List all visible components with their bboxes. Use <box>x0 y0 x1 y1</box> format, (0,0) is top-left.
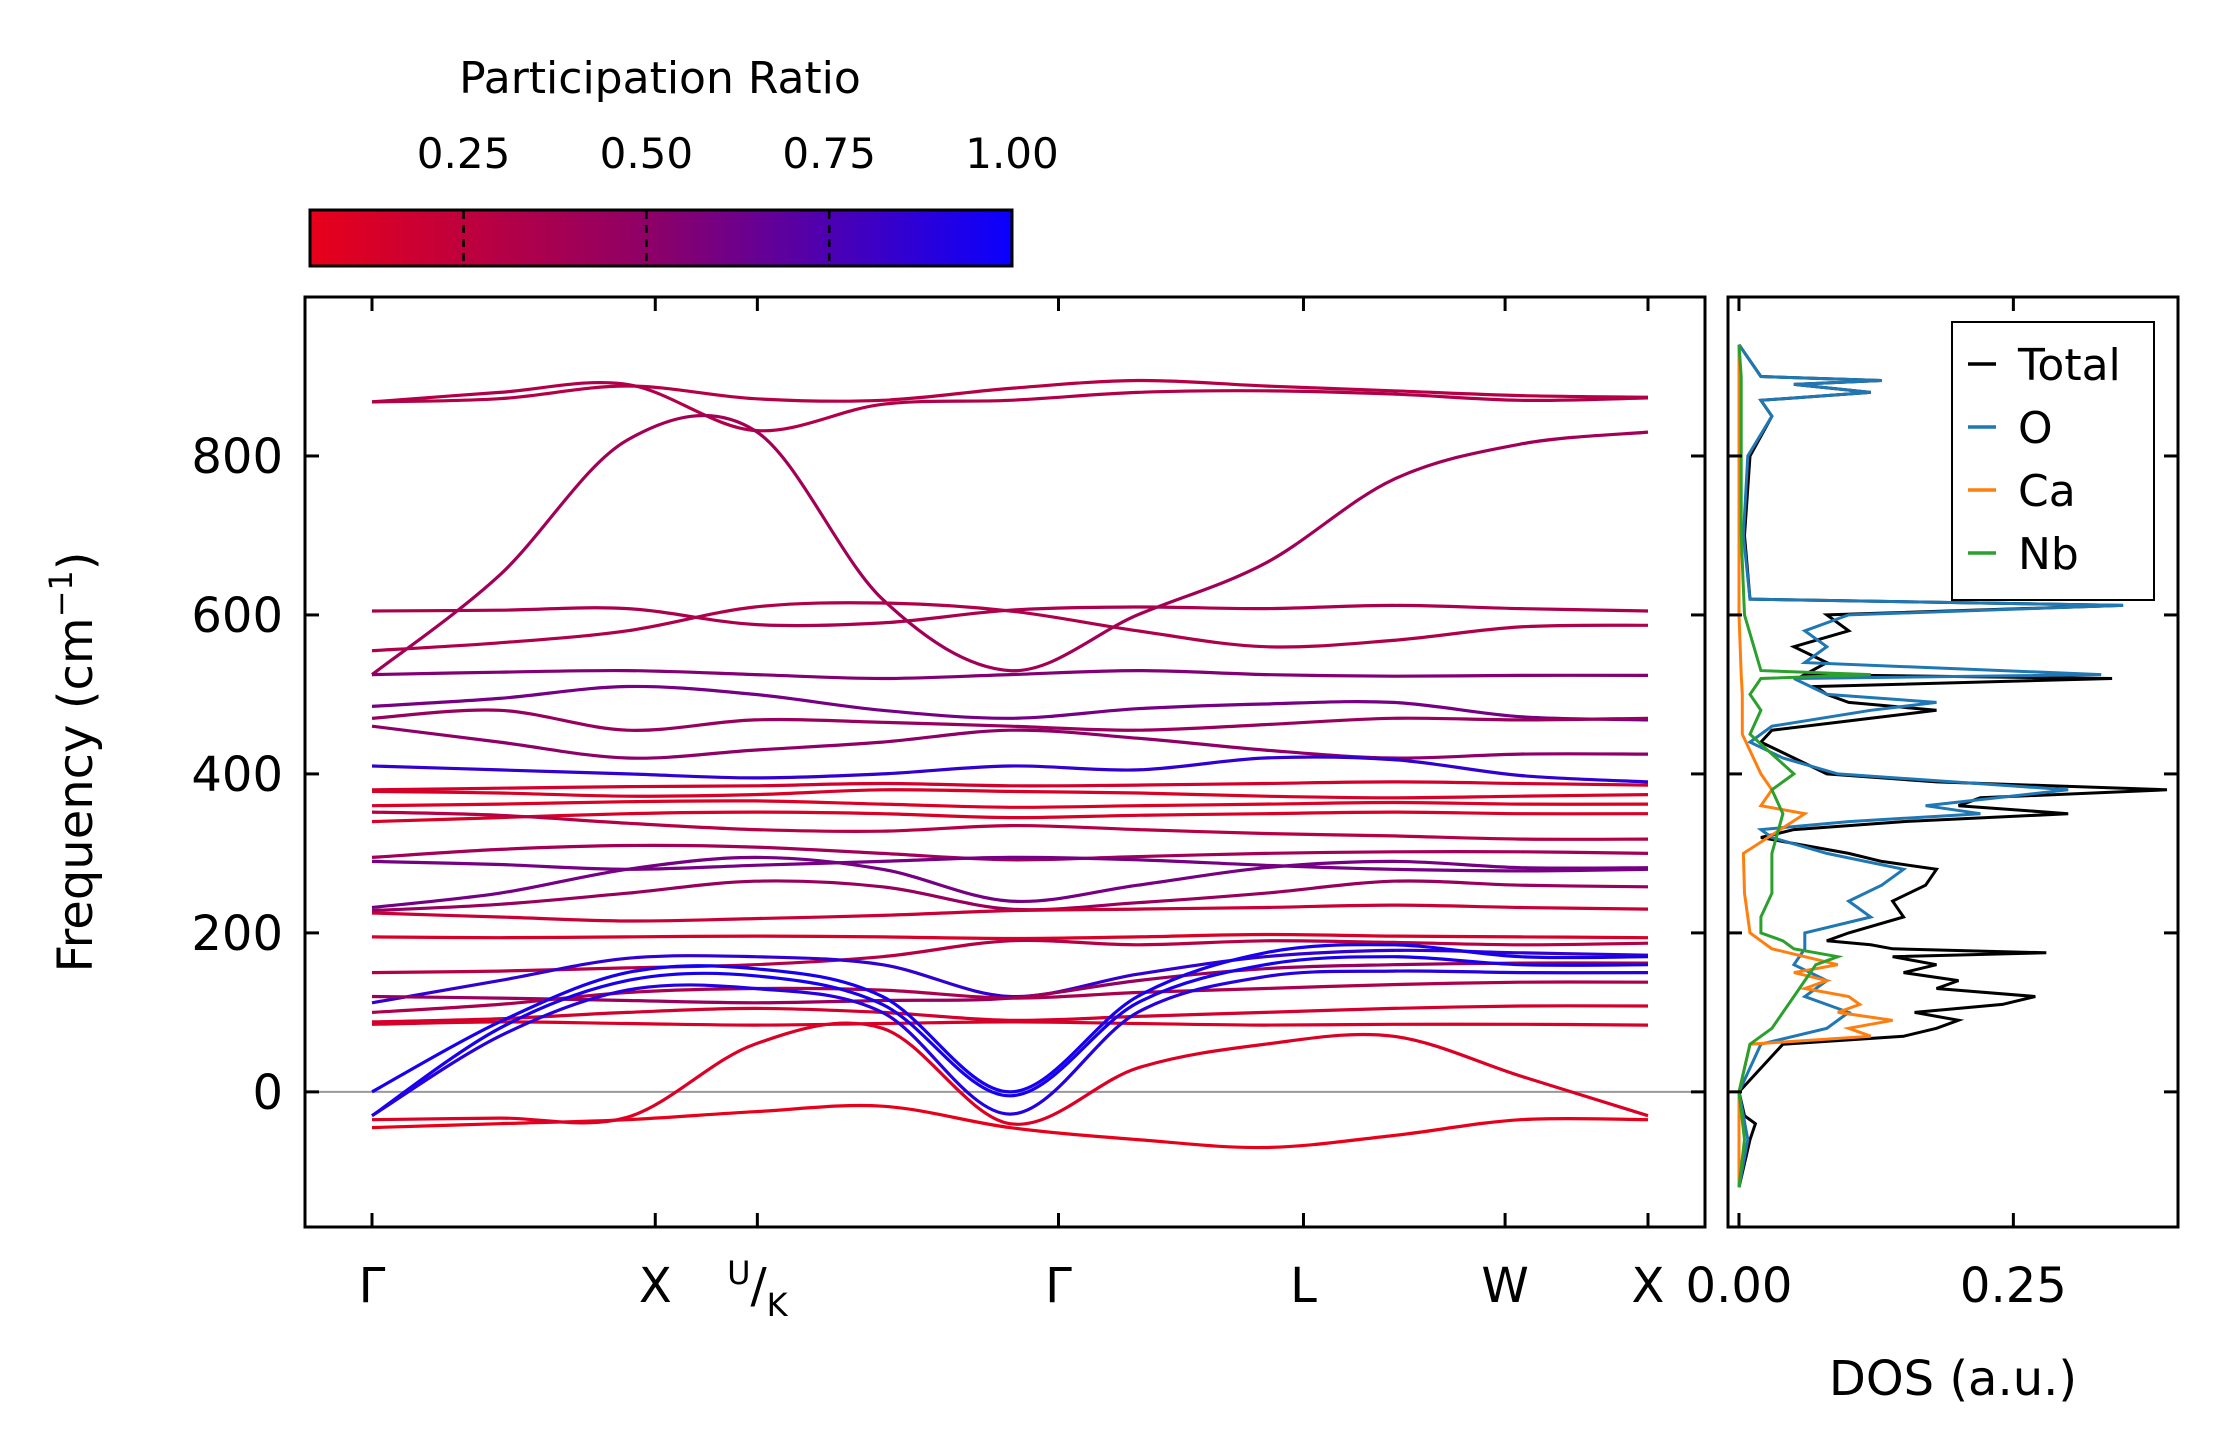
kpoint-label: Γ <box>359 1258 386 1314</box>
band-line <box>371 788 1649 800</box>
band-line <box>371 1020 1649 1027</box>
colorbar-ticks: 0.25 0.50 0.75 1.00 <box>417 129 1059 265</box>
band-line <box>371 855 1649 873</box>
band-x-ticks: Γ X U/K Γ L W X <box>359 297 1665 1324</box>
band-y-tick-label: 200 <box>191 906 283 962</box>
band-frame <box>303 295 1707 1229</box>
dos-frame <box>1726 295 2180 1229</box>
legend-label-o: O <box>2018 403 2053 454</box>
band-line <box>371 603 1649 628</box>
band-y-tick-label: 0 <box>252 1065 283 1121</box>
y-axis-label: Frequency (cm−1) <box>42 551 104 972</box>
dos-x-tick-label: 0.25 <box>1960 1258 2067 1314</box>
dos-legend: Total O Ca Nb <box>1951 321 2155 601</box>
colorbar: Participation Ratio 0.25 0.50 0.75 1.00 <box>308 53 1059 268</box>
band-line <box>371 799 1649 809</box>
dos-x-tick-label: 0.00 <box>1686 1258 1793 1314</box>
kpoint-label: Γ <box>1045 1258 1072 1314</box>
band-structure-panel: 0 200 400 600 800 Γ X U/K Γ L W X Frequency (cm−1) <box>42 295 1707 1324</box>
band-y-ticks: 0 200 400 600 800 <box>191 429 1705 1121</box>
band-line <box>371 903 1649 923</box>
band-line <box>371 1004 1649 1024</box>
band-line <box>371 413 1649 676</box>
kpoint-label: L <box>1290 1258 1317 1314</box>
band-lines <box>371 378 1649 1150</box>
band-line <box>371 684 1649 722</box>
colorbar-gradient <box>308 208 1014 268</box>
band-line <box>371 969 1649 1118</box>
band-y-tick-label: 800 <box>191 429 283 485</box>
legend-label-ca: Ca <box>2018 466 2076 517</box>
band-line <box>371 938 1649 975</box>
band-line <box>371 1103 1649 1150</box>
colorbar-title: Participation Ratio <box>459 53 861 104</box>
dos-x-axis-label: DOS (a.u.) <box>1829 1351 2077 1407</box>
band-line <box>371 378 1649 404</box>
band-line <box>371 810 1649 841</box>
band-line <box>371 1021 1649 1126</box>
dos-x-ticks: 0.00 0.25 <box>1686 297 2067 1314</box>
dos-line-ca <box>1737 344 1893 1188</box>
band-line <box>371 601 1649 653</box>
kpoint-label: U/K <box>727 1254 789 1324</box>
kpoint-label: W <box>1481 1258 1528 1314</box>
colorbar-tick-label: 0.75 <box>782 129 876 178</box>
dos-lines <box>1737 343 2168 1188</box>
band-line <box>371 948 1649 1005</box>
colorbar-tick-label: 0.50 <box>600 129 694 178</box>
legend-label-total: Total <box>2017 340 2121 391</box>
band-line <box>371 932 1649 941</box>
band-line <box>371 810 1649 824</box>
colorbar-tick-label: 0.25 <box>417 129 511 178</box>
band-y-tick-label: 400 <box>191 747 283 803</box>
legend-label-nb: Nb <box>2018 529 2079 580</box>
band-line <box>371 942 1649 1094</box>
band-line <box>371 980 1649 1014</box>
kpoint-label: X <box>1632 1258 1665 1314</box>
dos-panel: 0.00 0.25 DOS (a.u.) Total O Ca Nb <box>1686 295 2180 1407</box>
band-line <box>371 668 1649 681</box>
band-line <box>371 955 1649 1118</box>
band-line <box>371 380 1649 433</box>
band-line <box>371 855 1649 910</box>
band-line <box>371 708 1649 732</box>
band-line <box>371 724 1649 760</box>
band-line <box>371 843 1649 862</box>
band-line <box>371 780 1649 792</box>
band-line <box>371 755 1649 784</box>
dos-y-ticks <box>1728 454 2178 1094</box>
kpoint-label: X <box>639 1258 672 1314</box>
dos-line-nb <box>1737 344 1871 1188</box>
band-y-tick-label: 600 <box>191 588 283 644</box>
colorbar-tick-label: 1.00 <box>965 129 1059 178</box>
